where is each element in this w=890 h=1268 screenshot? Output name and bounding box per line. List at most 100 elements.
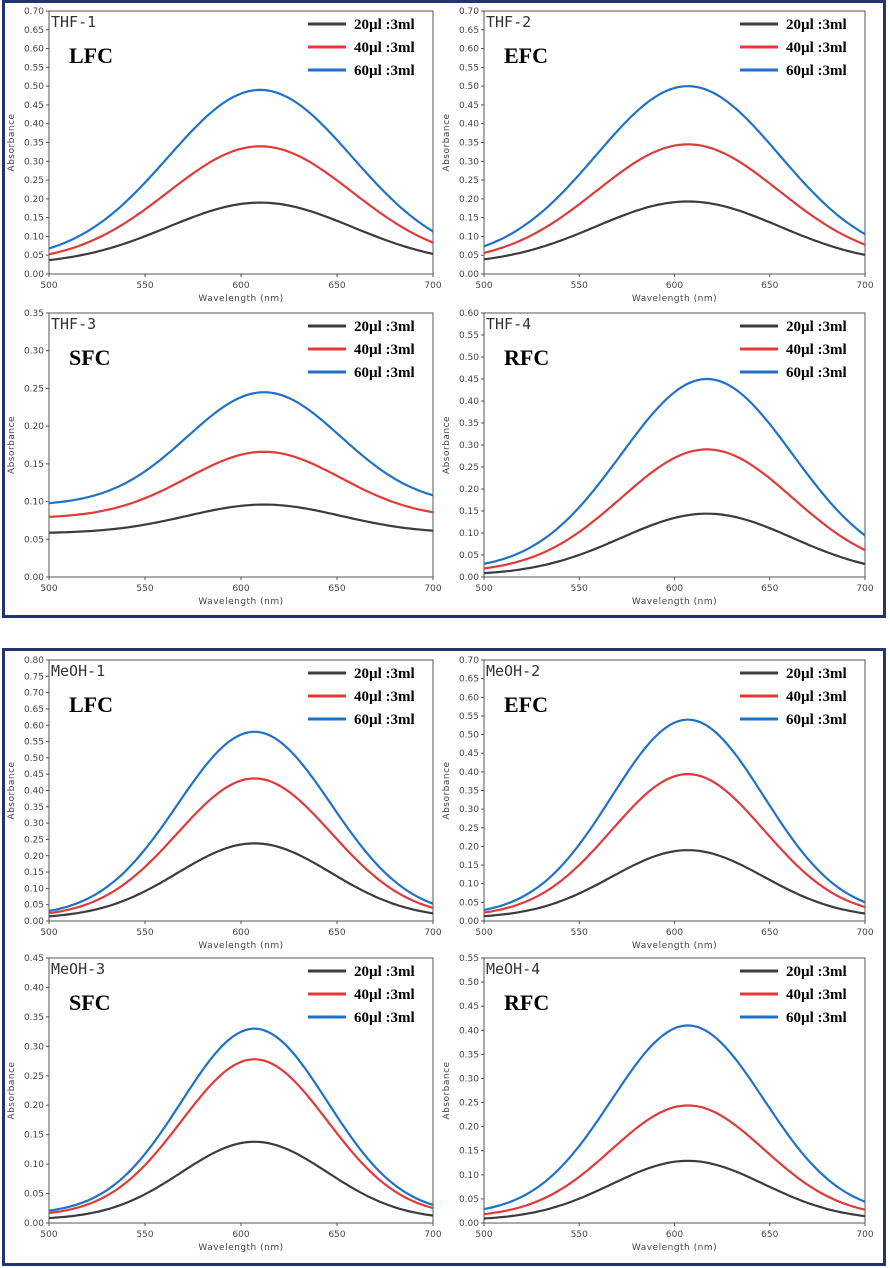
series-line-60ul	[483, 85, 866, 248]
legend-entry: 40µl :3ml	[354, 40, 415, 56]
y-tick-label: 0.00	[459, 917, 479, 927]
sample-label: RFC	[504, 990, 549, 1015]
series-line-20ul	[48, 842, 434, 918]
series-line-60ul	[483, 377, 866, 565]
legend-entry: 40µl :3ml	[354, 342, 415, 358]
y-axis-label: Absorbance	[7, 761, 17, 819]
y-tick-label: 0.55	[459, 954, 479, 964]
series-line-60ul	[48, 1027, 434, 1212]
x-tick-label: 600	[232, 928, 249, 938]
legend-entry: 20µl :3ml	[354, 17, 415, 33]
y-tick-label: 0.65	[24, 705, 44, 715]
series-line-20ul	[483, 512, 866, 575]
y-tick-label: 0.40	[459, 768, 479, 778]
x-tick-label: 500	[475, 1230, 492, 1240]
y-tick-label: 0.25	[459, 824, 479, 834]
y-tick-label: 0.45	[24, 954, 44, 964]
y-tick-label: 0.15	[459, 507, 479, 517]
chart-meoh-1: 0.00 0.05 0.10 0.15 0.20 0.25 0.30 0.35 0.40 0.45…	[7, 656, 442, 951]
y-tick-label: 0.10	[24, 498, 44, 508]
y-tick-label: 0.30	[24, 819, 44, 829]
legend-entry: 40µl :3ml	[354, 987, 415, 1003]
y-tick-label: 0.00	[24, 917, 44, 927]
series-line-40ul	[48, 145, 434, 256]
y-tick-label: 0.50	[24, 754, 44, 764]
y-tick-label: 0.55	[24, 63, 44, 73]
y-axis-label: Absorbance	[442, 1061, 452, 1119]
y-tick-label: 0.10	[24, 884, 44, 894]
legend-entry: 60µl :3ml	[786, 712, 847, 728]
chart-title: THF-2	[486, 13, 531, 31]
x-tick-label: 700	[856, 281, 873, 291]
y-tick-label: 0.35	[459, 787, 479, 797]
y-axis-label: Absorbance	[7, 416, 17, 474]
x-tick-label: 600	[666, 1230, 683, 1240]
legend-entry: 60µl :3ml	[786, 365, 847, 381]
series-line-20ul	[483, 200, 866, 261]
y-tick-label: 0.60	[24, 721, 44, 731]
series-line-40ul	[48, 1058, 434, 1215]
y-tick-label: 0.65	[24, 26, 44, 36]
y-tick-label: 0.35	[24, 139, 44, 149]
x-tick-label: 550	[571, 584, 588, 594]
y-tick-label: 0.55	[459, 63, 479, 73]
y-tick-label: 0.00	[24, 1219, 44, 1229]
y-tick-label: 0.45	[459, 101, 479, 111]
y-tick-label: 0.15	[459, 861, 479, 871]
legend-entry: 40µl :3ml	[786, 342, 847, 358]
y-tick-label: 0.35	[459, 139, 479, 149]
legend-entry: 20µl :3ml	[786, 17, 847, 33]
x-tick-label: 700	[856, 1230, 873, 1240]
y-tick-label: 0.65	[459, 26, 479, 36]
series-line-40ul	[483, 143, 866, 254]
y-tick-label: 0.70	[24, 7, 44, 17]
chart-title: THF-1	[51, 13, 96, 31]
sample-label: RFC	[504, 345, 549, 370]
legend-entry: 60µl :3ml	[354, 712, 415, 728]
y-tick-label: 0.40	[459, 397, 479, 407]
y-tick-label: 0.15	[24, 1131, 44, 1141]
y-tick-label: 0.50	[459, 978, 479, 988]
y-tick-label: 0.45	[459, 749, 479, 759]
y-tick-label: 0.10	[459, 880, 479, 890]
sample-label: SFC	[69, 990, 111, 1015]
sample-label: SFC	[69, 345, 111, 370]
y-tick-label: 0.05	[459, 251, 479, 261]
legend-entry: 60µl :3ml	[786, 63, 847, 79]
y-tick-label: 0.35	[24, 309, 44, 319]
legend-entry: 40µl :3ml	[786, 40, 847, 56]
y-tick-label: 0.30	[459, 441, 479, 451]
x-tick-label: 500	[40, 1230, 57, 1240]
y-tick-label: 0.30	[24, 1042, 44, 1052]
series-line-20ul	[48, 503, 434, 534]
y-tick-label: 0.65	[459, 675, 479, 685]
y-tick-label: 0.70	[459, 656, 479, 666]
y-tick-label: 0.35	[24, 803, 44, 813]
x-tick-label: 650	[761, 584, 778, 594]
y-axis-label: Absorbance	[7, 113, 17, 171]
x-tick-label: 600	[232, 1230, 249, 1240]
y-tick-label: 0.55	[459, 712, 479, 722]
y-tick-label: 0.20	[24, 1101, 44, 1111]
y-tick-label: 0.50	[459, 731, 479, 741]
legend-entry: 60µl :3ml	[354, 63, 415, 79]
x-tick-label: 550	[571, 281, 588, 291]
x-tick-label: 600	[232, 584, 249, 594]
y-tick-label: 0.20	[24, 422, 44, 432]
series-line-60ul	[48, 730, 434, 913]
y-tick-label: 0.05	[24, 901, 44, 911]
y-tick-label: 0.45	[459, 1002, 479, 1012]
y-tick-label: 0.05	[24, 1190, 44, 1200]
x-tick-label: 700	[856, 584, 873, 594]
y-tick-label: 0.05	[459, 1195, 479, 1205]
y-tick-label: 0.70	[459, 7, 479, 17]
series-line-20ul	[48, 1140, 434, 1220]
chart-title: MeOH-2	[486, 662, 540, 680]
meoh-figure-panel	[2, 648, 886, 1266]
y-tick-label: 0.35	[24, 1013, 44, 1023]
x-tick-label: 650	[328, 281, 345, 291]
legend-entry: 20µl :3ml	[354, 319, 415, 335]
y-tick-label: 0.05	[459, 551, 479, 561]
x-tick-label: 550	[136, 281, 153, 291]
sample-label: EFC	[504, 692, 548, 717]
